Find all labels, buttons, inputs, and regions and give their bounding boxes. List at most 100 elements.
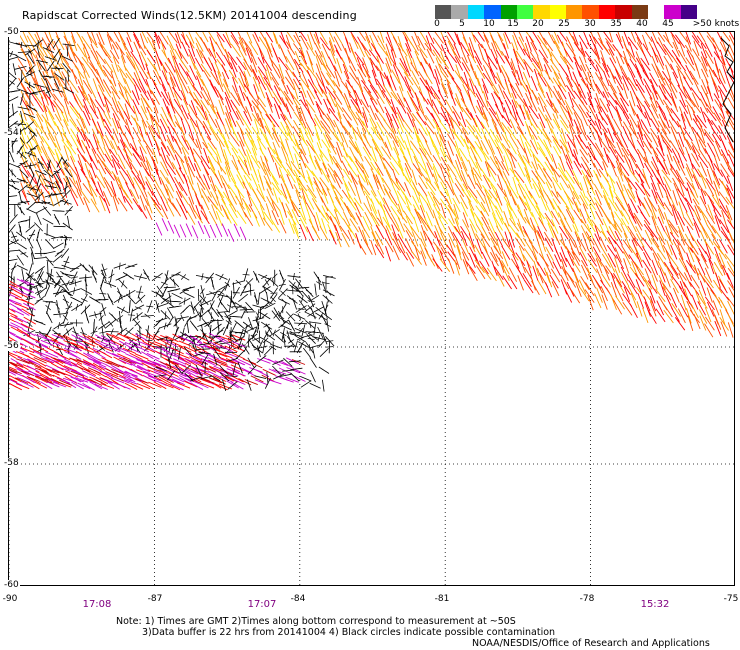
wind-barb bbox=[108, 343, 113, 350]
wind-barb bbox=[615, 99, 625, 114]
wind-barb bbox=[627, 36, 638, 51]
wind-barb bbox=[47, 314, 52, 321]
wind-barb bbox=[309, 357, 317, 368]
wind-barb bbox=[119, 183, 129, 198]
wind-barb bbox=[501, 251, 509, 267]
wind-barb bbox=[333, 98, 344, 113]
wind-barb bbox=[328, 56, 337, 72]
wind-barb bbox=[564, 287, 573, 303]
wind-barb bbox=[714, 63, 721, 79]
wind-barb bbox=[40, 125, 50, 141]
wind-barb bbox=[726, 296, 734, 307]
wind-barb bbox=[329, 229, 337, 245]
wind-barb bbox=[435, 218, 442, 234]
wind-barb bbox=[108, 280, 112, 288]
wind-barb bbox=[48, 190, 55, 207]
wind-barb bbox=[657, 208, 665, 224]
wind-barb bbox=[670, 108, 681, 122]
wind-barb bbox=[544, 212, 555, 227]
wind-barb bbox=[435, 65, 443, 81]
wind-barb bbox=[595, 92, 602, 109]
wind-barb bbox=[267, 358, 281, 366]
wind-barb bbox=[83, 43, 91, 59]
wind-barb bbox=[454, 166, 463, 182]
wind-barb bbox=[231, 85, 240, 100]
wind-barb bbox=[515, 50, 526, 65]
wind-barb bbox=[560, 279, 568, 295]
wind-barb bbox=[571, 97, 582, 112]
wind-barb bbox=[410, 96, 420, 112]
wind-barb bbox=[336, 141, 343, 158]
wind-barb bbox=[146, 131, 153, 148]
wind-barb bbox=[273, 33, 281, 49]
wind-barb bbox=[271, 182, 282, 196]
wind-barb bbox=[642, 246, 651, 261]
wind-barb bbox=[585, 63, 594, 79]
wind-barb bbox=[271, 120, 278, 137]
wind-barb bbox=[261, 374, 275, 382]
wind-barb bbox=[142, 360, 157, 366]
wind-barb bbox=[495, 76, 505, 91]
wind-barb bbox=[409, 41, 420, 56]
wind-barb bbox=[537, 126, 548, 140]
wind-barb bbox=[232, 363, 236, 376]
wind-barb bbox=[258, 47, 265, 64]
wind-barb bbox=[80, 347, 94, 354]
wind-barb bbox=[40, 146, 49, 161]
wind-barb bbox=[560, 120, 570, 134]
wind-barb bbox=[68, 351, 82, 360]
wind-barb bbox=[135, 333, 148, 342]
wind-barb bbox=[259, 127, 268, 143]
wind-barb bbox=[542, 168, 553, 182]
wind-barb bbox=[341, 142, 348, 158]
wind-barb bbox=[601, 294, 608, 310]
wind-barb bbox=[154, 140, 161, 157]
wind-barb bbox=[243, 71, 250, 87]
wind-barb bbox=[455, 153, 463, 170]
wind-barb bbox=[726, 261, 734, 275]
wind-barb bbox=[455, 93, 462, 109]
wind-barb bbox=[456, 244, 462, 261]
wind-barb bbox=[99, 346, 106, 351]
wind-barb bbox=[257, 113, 264, 129]
wind-barb bbox=[184, 357, 198, 365]
wind-barb bbox=[167, 57, 176, 73]
wind-barb bbox=[677, 153, 685, 169]
wind-barb bbox=[206, 99, 216, 114]
wind-barb bbox=[203, 147, 210, 164]
wind-barb bbox=[104, 153, 114, 168]
wind-barb bbox=[272, 365, 282, 375]
colorbar-label: 45 bbox=[662, 19, 674, 29]
wind-barb bbox=[225, 32, 232, 45]
wind-barb bbox=[292, 375, 306, 382]
wind-barb bbox=[711, 195, 722, 209]
wind-barb bbox=[52, 374, 66, 382]
wind-barb bbox=[663, 112, 670, 129]
wind-barb bbox=[282, 335, 287, 343]
wind-barb bbox=[599, 153, 609, 168]
wind-barb bbox=[636, 104, 647, 119]
wind-barb bbox=[306, 41, 316, 57]
wind-barb bbox=[28, 145, 36, 161]
wind-barb bbox=[72, 330, 79, 335]
wind-barb bbox=[306, 202, 315, 218]
wind-barb bbox=[370, 212, 380, 227]
wind-barb bbox=[325, 312, 328, 320]
wind-barb bbox=[378, 133, 387, 149]
wind-barb bbox=[293, 119, 302, 135]
wind-barb bbox=[201, 354, 209, 366]
wind-barb bbox=[99, 331, 107, 334]
wind-barb bbox=[545, 156, 554, 172]
wind-barb bbox=[166, 316, 174, 328]
wind-barb bbox=[516, 139, 526, 154]
wind-barb bbox=[678, 41, 686, 57]
wind-barb bbox=[193, 338, 197, 351]
wind-barb bbox=[444, 108, 455, 122]
wind-barb bbox=[378, 154, 386, 170]
wind-barb bbox=[377, 83, 386, 98]
wind-barb bbox=[335, 103, 342, 119]
wind-barb bbox=[615, 68, 623, 84]
wind-barb bbox=[24, 121, 34, 130]
wind-barb bbox=[154, 119, 161, 135]
wind-barb bbox=[266, 196, 275, 211]
